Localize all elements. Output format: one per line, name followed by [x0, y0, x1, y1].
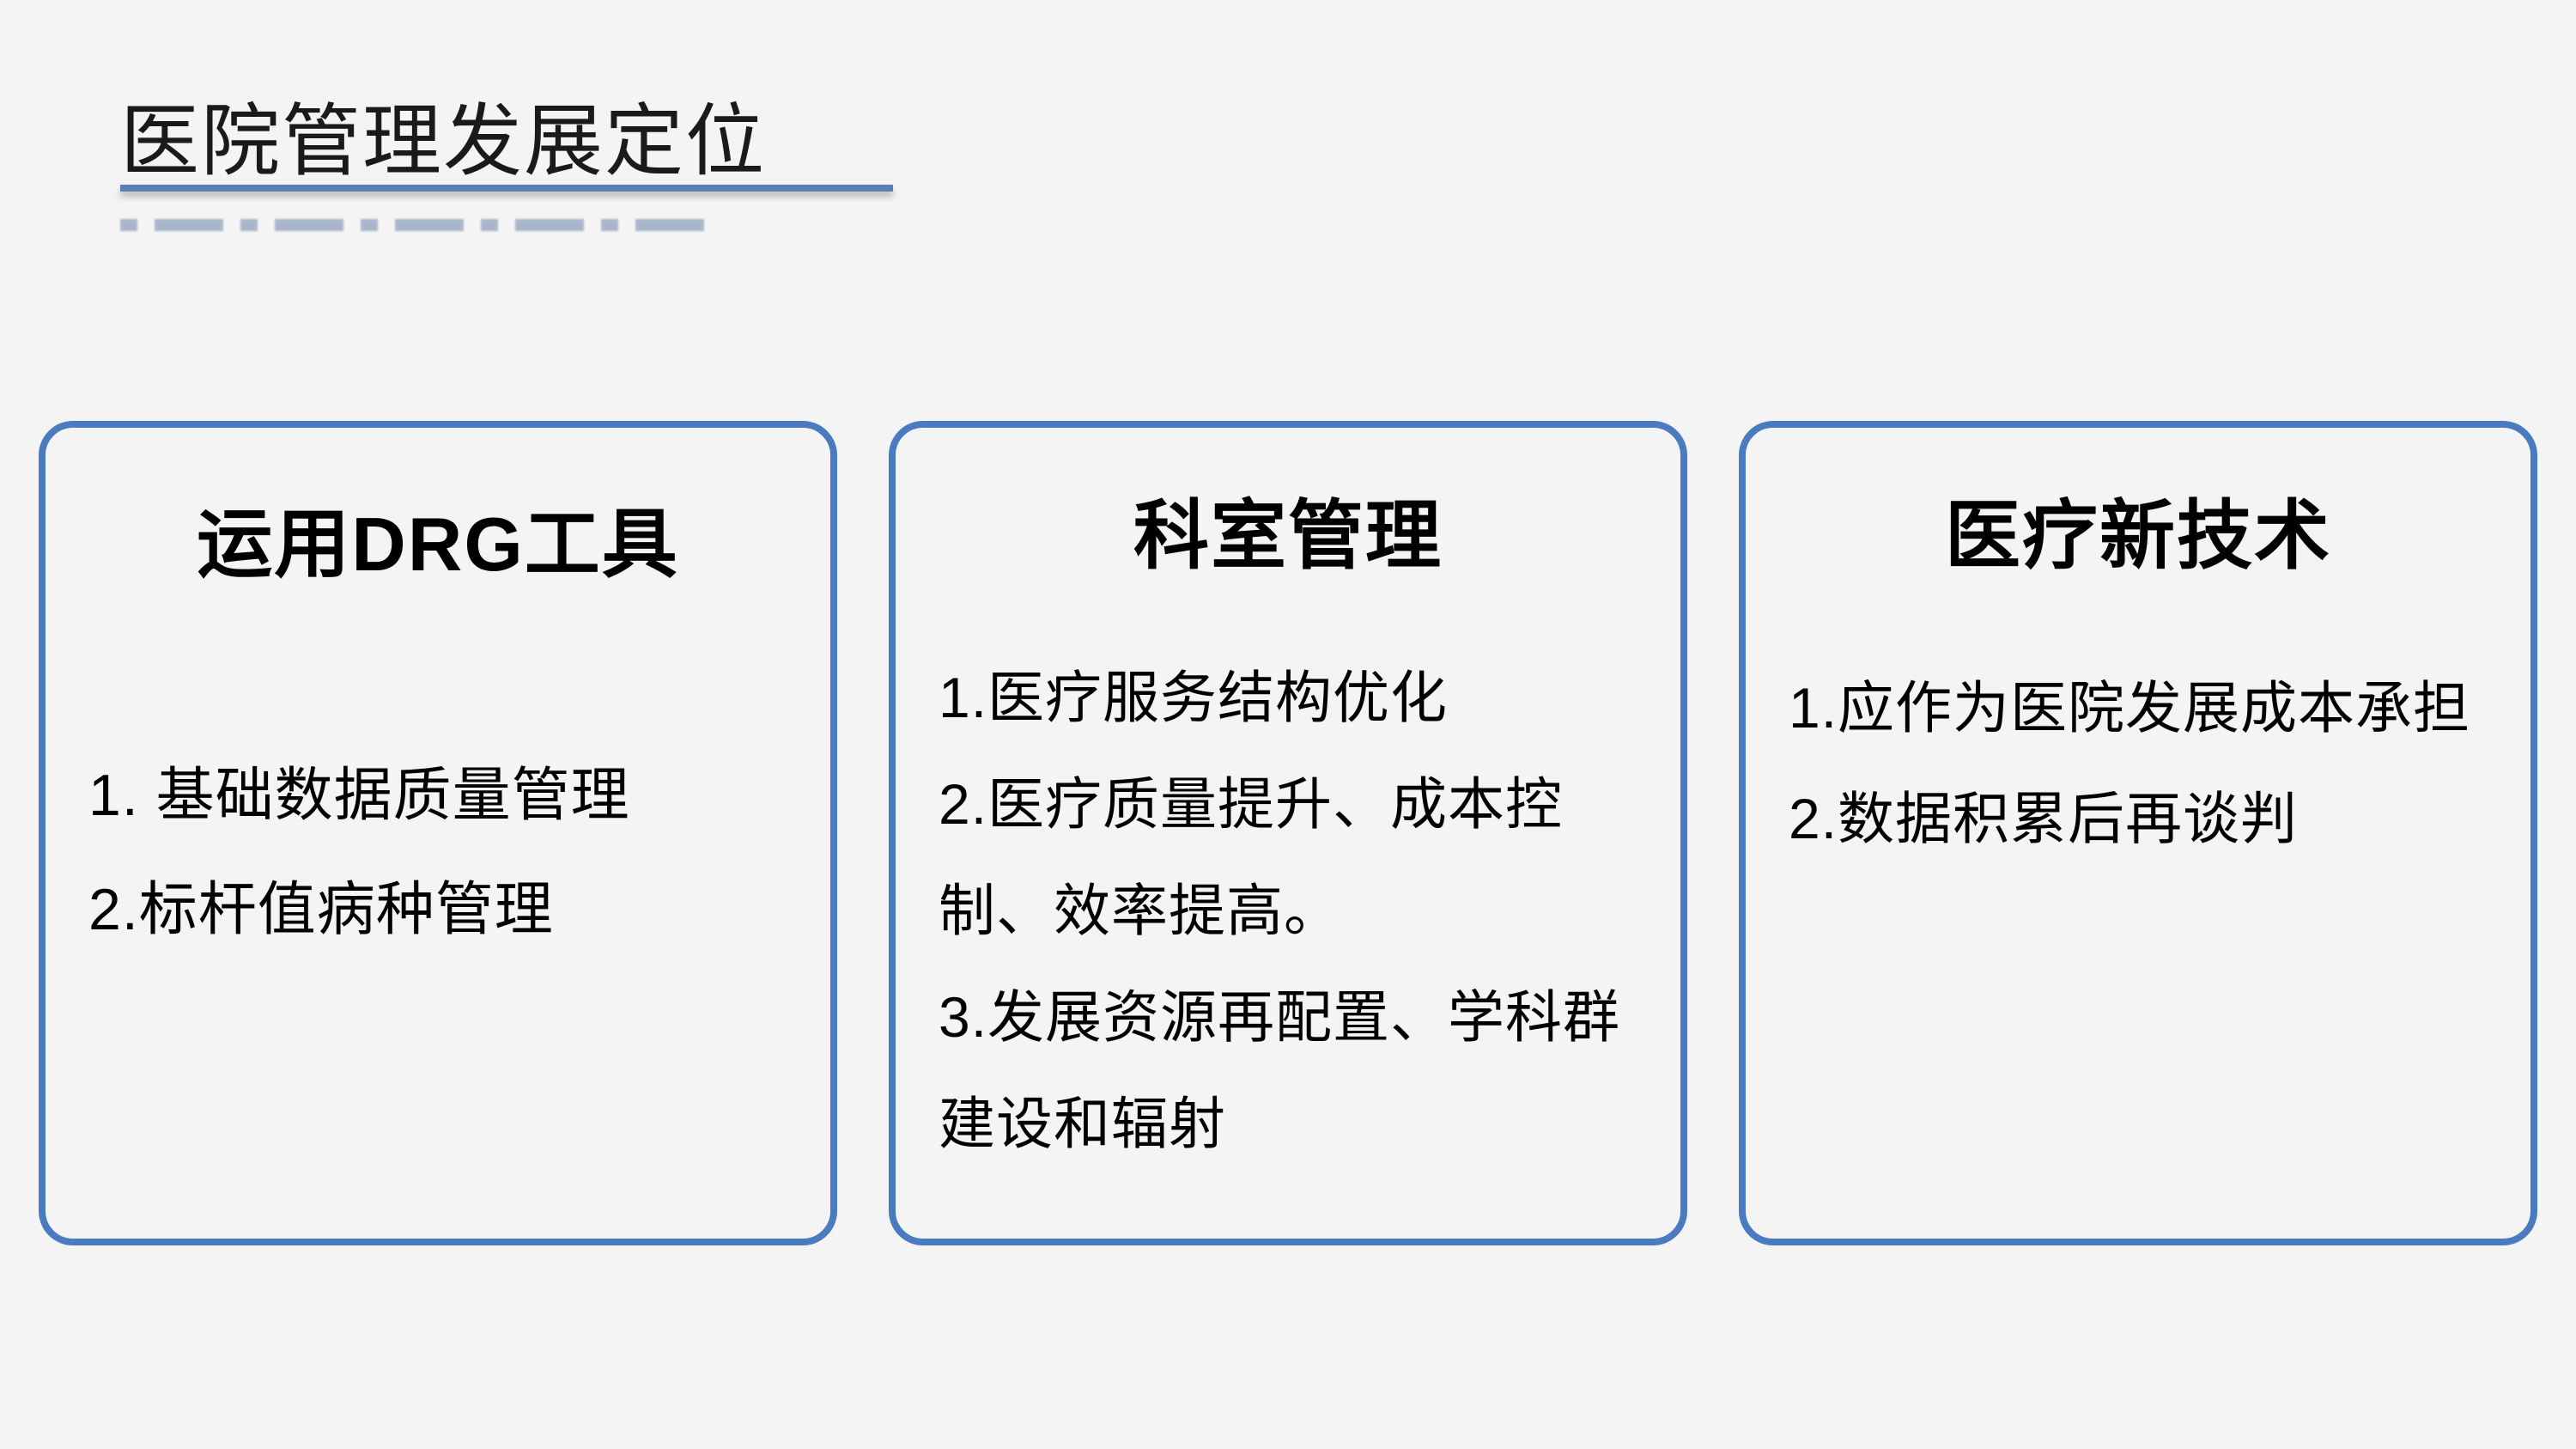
card-new-tech: 医疗新技术 1.应作为医院发展成本承担 2.数据积累后再谈判: [1739, 421, 2537, 1245]
title-underline-dashed: [120, 219, 721, 231]
card-item: 1.医疗服务结构优化: [939, 644, 1637, 751]
card-item: 2.医疗质量提升、成本控制、效率提高。: [939, 751, 1637, 964]
card-department-mgmt: 科室管理 1.医疗服务结构优化 2.医疗质量提升、成本控制、效率提高。 3.发展…: [889, 421, 1687, 1245]
card-item: 2.数据积累后再谈判: [1789, 764, 2488, 874]
title-container: 医院管理发展定位: [120, 77, 766, 192]
card-item: 2.标杆值病种管理: [88, 853, 787, 967]
card-item: 1.应作为医院发展成本承担: [1789, 653, 2488, 764]
card-body: 1.应作为医院发展成本承担 2.数据积累后再谈判: [1789, 653, 2488, 874]
card-body: 1. 基础数据质量管理 2.标杆值病种管理: [88, 739, 787, 966]
title-underline-solid: [120, 185, 893, 192]
card-item: 1. 基础数据质量管理: [88, 739, 787, 853]
card-body: 1.医疗服务结构优化 2.医疗质量提升、成本控制、效率提高。 3.发展资源再配置…: [939, 644, 1637, 1177]
card-title: 运用DRG工具: [88, 475, 787, 593]
card-title: 医疗新技术: [1789, 475, 2488, 584]
card-item: 3.发展资源再配置、学科群建设和辐射: [939, 964, 1637, 1177]
card-title: 科室管理: [939, 475, 1637, 584]
card-drg-tools: 运用DRG工具 1. 基础数据质量管理 2.标杆值病种管理: [39, 421, 837, 1245]
page-title: 医院管理发展定位: [120, 77, 766, 192]
cards-row: 运用DRG工具 1. 基础数据质量管理 2.标杆值病种管理 科室管理 1.医疗服…: [39, 421, 2537, 1245]
